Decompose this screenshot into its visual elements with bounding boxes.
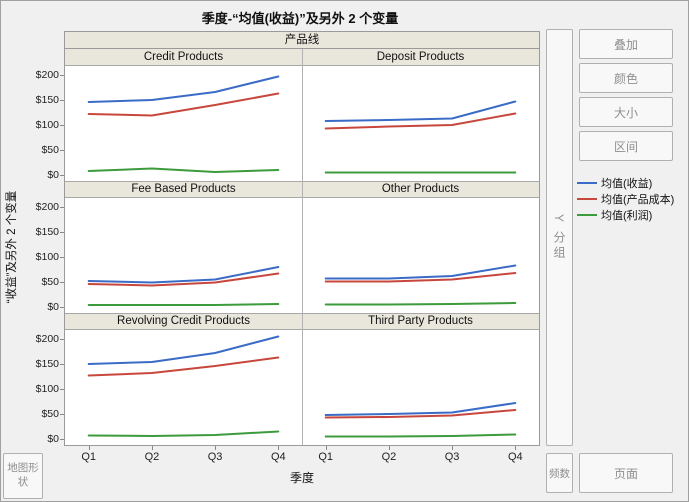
y-tick-label: $150 [35,358,59,370]
y-axis-title: “收益”及另外 2 个变量 [6,190,18,304]
facet-plot[interactable] [302,66,539,181]
x-tick-label: Q4 [507,451,523,463]
color-drop-zone[interactable]: 颜色 [579,63,673,93]
legend-line-swatch [577,198,597,200]
group-y-drop-zone[interactable]: Y 分组 [546,29,573,446]
map-shape-drop-zone[interactable]: 地图形状 [3,453,43,499]
facet-grid: Credit Products Deposit Products Fee Based… [64,48,540,446]
y-tick-label: $150 [35,94,59,106]
series-line [87,335,280,365]
y-tick-label: $0 [47,301,59,313]
facet-header: Credit Products [65,49,302,66]
facet-plot[interactable] [302,330,539,445]
y-tick-label: $0 [47,169,59,181]
legend-item[interactable]: 均值(收益) [577,175,688,191]
series-line [324,433,517,438]
x-tick-label: Q2 [381,451,397,463]
x-tick-mark [452,446,454,450]
y-tick-label: $50 [41,408,59,420]
legend: 均值(收益) 均值(产品成本) 均值(利润) [577,175,688,223]
size-drop-zone[interactable]: 大小 [579,97,673,127]
y-tick-label: $200 [35,69,59,81]
series-line [324,302,517,306]
legend-item[interactable]: 均值(利润) [577,207,688,223]
facet-plot[interactable] [65,198,302,313]
chart-title: 季度-“均值(收益)”及另外 2 个变量 [201,11,399,26]
series-line [87,266,280,284]
series-line [87,356,280,377]
facet-plot[interactable] [65,66,302,181]
interval-drop-zone[interactable]: 区间 [579,131,673,161]
x-tick-label: Q3 [444,451,460,463]
x-axis-title: 季度 [289,471,314,485]
legend-label: 均值(收益) [601,178,653,190]
x-tick-mark [151,446,153,450]
x-tick-mark [388,446,390,450]
series-line [87,92,280,117]
series-line [87,75,280,103]
legend-line-swatch [577,214,597,216]
facet-header: Other Products [302,181,539,198]
facet-plot[interactable] [65,330,302,445]
y-tick-label: $200 [35,333,59,345]
facet-header: Deposit Products [302,49,539,66]
x-tick-mark [278,446,280,450]
series-line [324,100,517,122]
series-line [87,272,280,287]
x-tick-mark [88,446,90,450]
page-drop-zone[interactable]: 页面 [579,453,673,493]
freq-drop-zone[interactable]: 频数 [546,453,573,493]
y-tick-label: $200 [35,201,59,213]
x-tick-label: Q1 [81,451,97,463]
overlay-drop-zone[interactable]: 叠加 [579,29,673,59]
x-tick-label: Q3 [207,451,223,463]
x-tick-mark [215,446,217,450]
legend-item[interactable]: 均值(产品成本) [577,191,688,207]
series-line [324,409,517,419]
facet-column-divider [302,49,303,445]
y-tick-label: $50 [41,144,59,156]
series-line [324,112,517,130]
series-line [324,402,517,416]
facet-header: Fee Based Products [65,181,302,198]
x-tick-label: Q2 [144,451,160,463]
x-tick-label: Q4 [270,451,286,463]
x-tick-label: Q1 [318,451,334,463]
facet-header: Third Party Products [302,313,539,330]
facet-header: Revolving Credit Products [65,313,302,330]
y-tick-label: $50 [41,276,59,288]
y-tick-label: $100 [35,251,59,263]
y-tick-label: $150 [35,226,59,238]
series-line [87,303,280,306]
facet-plot[interactable] [302,198,539,313]
series-line [324,264,517,280]
x-tick-mark [515,446,517,450]
legend-label: 均值(利润) [601,210,653,222]
y-tick-label: $100 [35,383,59,395]
legend-line-swatch [577,182,597,184]
y-tick-label: $0 [47,433,59,445]
series-line [87,430,280,437]
x-tick-mark [325,446,327,450]
column-group-header: 产品线 [64,31,540,48]
series-line [87,167,280,173]
legend-label: 均值(产品成本) [601,194,675,206]
y-tick-label: $100 [35,119,59,131]
series-line [324,272,517,283]
